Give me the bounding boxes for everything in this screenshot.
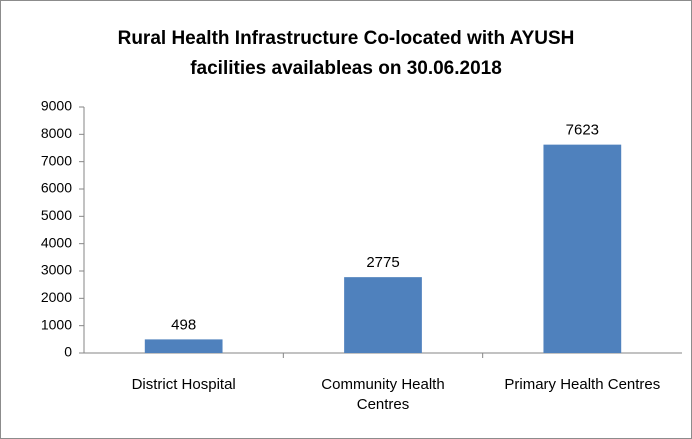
- data-label: 7623: [566, 122, 599, 139]
- bar: [543, 144, 622, 353]
- y-tick-label: 4000: [41, 234, 72, 250]
- chart-title: Rural Health Infrastructure Co-located w…: [117, 28, 575, 79]
- y-tick-label: 8000: [41, 125, 72, 141]
- y-tick-label: 1000: [41, 316, 72, 332]
- y-tick-label: 9000: [41, 98, 72, 114]
- x-tick-label: District Hospital: [131, 376, 236, 393]
- y-tick-label: 2000: [41, 289, 72, 305]
- y-tick-label: 0: [64, 344, 72, 360]
- y-tick-label: 3000: [41, 262, 72, 278]
- bar: [344, 277, 422, 353]
- y-tick-label: 5000: [41, 207, 72, 223]
- y-tick-label: 6000: [41, 180, 72, 196]
- y-tick-label: 7000: [41, 152, 72, 168]
- x-tick-label: Community Health Centres: [321, 376, 445, 413]
- data-label: 498: [171, 316, 196, 333]
- bar: [144, 339, 223, 353]
- x-tick-label: Primary Health Centres: [504, 376, 661, 393]
- data-label: 2775: [366, 254, 399, 271]
